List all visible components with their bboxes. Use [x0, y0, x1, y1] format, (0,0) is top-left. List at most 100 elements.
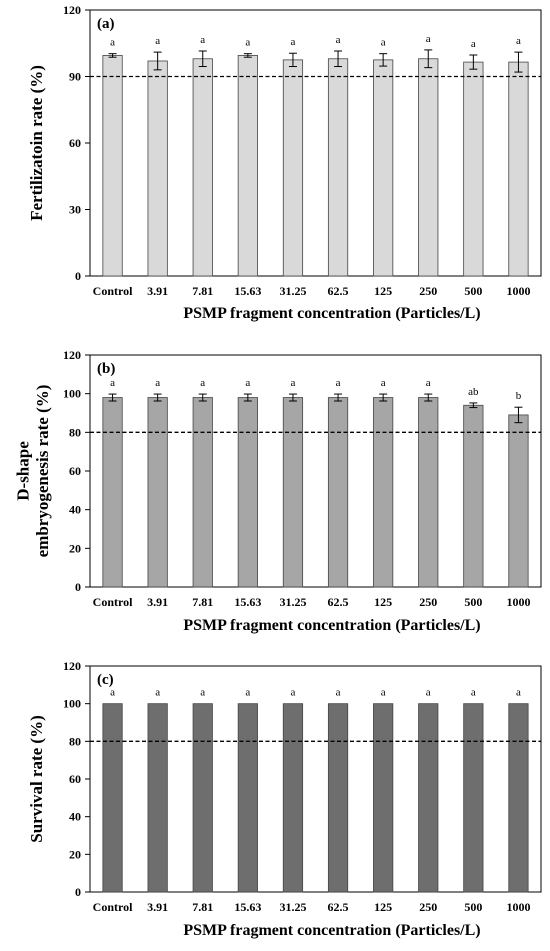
x-tick-label: 3.91: [147, 284, 168, 298]
y-axis-label: Fertilizatoin rate (%): [27, 65, 46, 221]
x-tick-label: 500: [464, 595, 482, 609]
x-tick-label: 125: [374, 900, 392, 914]
y-tick-label: 0: [75, 580, 81, 594]
significance-label: a: [381, 687, 386, 699]
significance-label: a: [245, 377, 250, 389]
bar: [147, 703, 168, 893]
significance-label: a: [471, 38, 476, 50]
x-tick-label: 62.5: [328, 284, 349, 298]
bar: [463, 61, 484, 277]
significance-label: a: [426, 687, 431, 699]
significance-label: a: [200, 34, 205, 46]
bar: [508, 703, 529, 893]
panel-label: (c): [97, 672, 114, 688]
significance-label: a: [155, 687, 160, 699]
x-tick-label: 31.25: [279, 900, 306, 914]
significance-label: a: [291, 36, 296, 48]
x-tick-label: 62.5: [328, 900, 349, 914]
y-axis-label: Survival rate (%): [27, 715, 46, 842]
y-tick-label: 60: [69, 136, 81, 150]
significance-label: a: [110, 377, 115, 389]
significance-label: a: [381, 37, 386, 49]
x-tick-label: 1000: [506, 595, 530, 609]
significance-label: a: [155, 377, 160, 389]
bar: [102, 55, 123, 277]
bar: [192, 58, 213, 277]
significance-label: b: [516, 390, 522, 402]
y-tick-label: 90: [69, 70, 81, 84]
bar: [418, 397, 439, 588]
x-axis-label: PSMP fragment concentration (Particles/L…: [183, 305, 480, 322]
x-tick-label: 15.63: [234, 284, 261, 298]
x-tick-label: 62.5: [328, 595, 349, 609]
bar: [373, 703, 394, 893]
x-tick-label: 125: [374, 595, 392, 609]
significance-label: a: [471, 687, 476, 699]
x-tick-label: 500: [464, 900, 482, 914]
significance-label: a: [245, 37, 250, 49]
panel-label: (b): [97, 361, 115, 377]
x-tick-label: 31.25: [279, 595, 306, 609]
x-axis-label: PSMP fragment concentration (Particles/L…: [183, 922, 480, 939]
x-tick-label: 250: [419, 284, 437, 298]
significance-label: a: [336, 34, 341, 46]
bar: [418, 703, 439, 893]
y-tick-label: 40: [69, 503, 81, 517]
significance-label: a: [245, 687, 250, 699]
significance-label: a: [516, 687, 521, 699]
bar: [147, 60, 168, 277]
significance-label: a: [155, 35, 160, 47]
x-tick-label: 1000: [506, 284, 530, 298]
x-tick-label: 125: [374, 284, 392, 298]
bar: [147, 397, 168, 588]
y-tick-label: 20: [69, 847, 81, 861]
x-tick-label: Control: [93, 284, 133, 298]
x-tick-label: 3.91: [147, 595, 168, 609]
significance-label: a: [291, 377, 296, 389]
y-tick-label: 30: [69, 203, 81, 217]
chart-panel-2: 0 20 40 60 80 100 120 a Control a 3.91 a 7.81 a 15.63 a…: [14, 348, 542, 634]
bar: [102, 397, 123, 588]
significance-label: a: [110, 687, 115, 699]
x-tick-label: Control: [93, 595, 133, 609]
x-tick-label: Control: [93, 900, 133, 914]
significance-label: a: [426, 377, 431, 389]
significance-label: a: [426, 33, 431, 45]
y-tick-label: 0: [75, 885, 81, 899]
x-tick-label: 7.81: [192, 900, 213, 914]
x-tick-label: 31.25: [279, 284, 306, 298]
y-axis-label-line: D-shape: [14, 441, 33, 501]
bar: [418, 58, 439, 277]
y-tick-label: 0: [75, 269, 81, 283]
bar: [192, 703, 213, 893]
x-tick-label: 7.81: [192, 595, 213, 609]
chart-panel-1: 0 30 60 90 120 a Control a 3.91 a 7.81 a 15.63 a 31.25…: [27, 3, 542, 322]
significance-label: a: [336, 687, 341, 699]
panel-label: (a): [97, 16, 115, 32]
bar: [373, 397, 394, 588]
x-tick-label: 15.63: [234, 900, 261, 914]
bar: [327, 58, 349, 277]
x-tick-label: 250: [419, 900, 437, 914]
y-tick-label: 80: [69, 425, 81, 439]
bar: [508, 61, 529, 277]
bar: [237, 397, 258, 588]
x-tick-label: 250: [419, 595, 437, 609]
bar: [327, 703, 349, 893]
bar: [508, 414, 529, 588]
chart-panel-3: 0 20 40 60 80 100 120 a Control a 3.91 a 7.81 a 15.63 a…: [27, 659, 542, 939]
y-axis-label: D-shapeembryogenesis rate (%): [14, 385, 53, 558]
significance-label: a: [110, 37, 115, 49]
bar: [282, 59, 304, 277]
bar: [237, 55, 258, 277]
y-tick-label: 100: [63, 697, 81, 711]
bar: [463, 703, 484, 893]
y-tick-label: 60: [69, 464, 81, 478]
bar: [282, 703, 304, 893]
y-tick-label: 80: [69, 734, 81, 748]
bar: [373, 59, 394, 277]
bar: [102, 703, 123, 893]
bar: [327, 397, 349, 588]
bar: [237, 703, 258, 893]
